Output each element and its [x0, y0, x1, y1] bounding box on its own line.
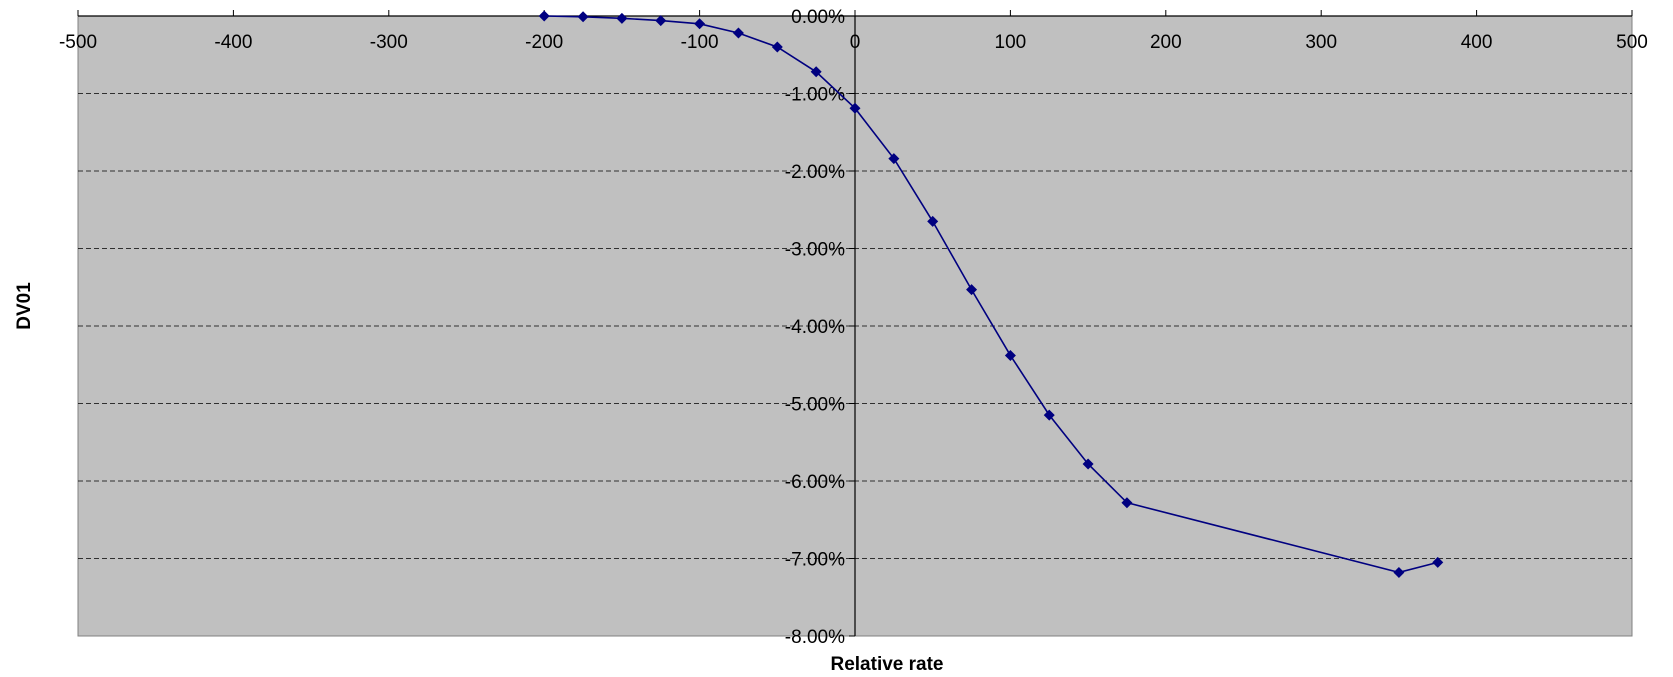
- x-tick-label: -500: [59, 32, 97, 53]
- data-point: [616, 12, 628, 24]
- x-tick-label: -100: [681, 32, 719, 53]
- data-point: [1121, 497, 1133, 509]
- y-tick-label: -8.00%: [785, 627, 845, 648]
- y-axis-title: DV01: [14, 282, 35, 330]
- x-tick-label: 500: [1616, 32, 1648, 53]
- data-point: [1432, 556, 1444, 568]
- data-point: [1043, 409, 1055, 421]
- x-tick-label: 100: [995, 32, 1027, 53]
- data-point: [966, 284, 978, 296]
- series-markers: [538, 10, 1444, 578]
- y-tick-label: -4.00%: [785, 317, 845, 338]
- series-line: [544, 15, 1438, 574]
- y-tick-label: -7.00%: [785, 550, 845, 571]
- x-tick-label: 400: [1461, 32, 1493, 53]
- data-point: [655, 15, 667, 27]
- x-tick-label: 0: [850, 32, 861, 53]
- y-tick-label: -3.00%: [785, 240, 845, 261]
- y-tick-label: -2.00%: [785, 162, 845, 183]
- x-tick-label: 300: [1305, 32, 1337, 53]
- data-point: [732, 27, 744, 39]
- x-axis-title: Relative rate: [830, 654, 943, 675]
- y-tick-label: -6.00%: [785, 472, 845, 493]
- y-tick-label: -1.00%: [785, 85, 845, 106]
- data-point: [577, 11, 589, 23]
- data-point: [849, 102, 861, 114]
- data-point: [888, 153, 900, 165]
- data-point: [771, 41, 783, 53]
- data-point: [694, 18, 706, 30]
- data-point: [1004, 349, 1016, 361]
- y-axis-ticks: 0.00% -1.00% -2.00% -3.00% -4.00% -5.00% -6.00…: [785, 7, 855, 648]
- x-tick-label: -400: [214, 32, 252, 53]
- y-tick-label: 0.00%: [791, 7, 845, 28]
- data-point: [1082, 458, 1094, 470]
- data-point: [810, 66, 822, 78]
- data-point: [538, 10, 550, 22]
- data-point: [1393, 566, 1405, 578]
- y-tick-label: -5.00%: [785, 395, 845, 416]
- x-tick-label: 200: [1150, 32, 1182, 53]
- x-tick-label: -300: [370, 32, 408, 53]
- x-axis-ticks: -500 -400 -300 -200 -100 0 100 200 300 400 500: [59, 10, 1648, 53]
- x-tick-label: -200: [525, 32, 563, 53]
- data-point: [927, 215, 939, 227]
